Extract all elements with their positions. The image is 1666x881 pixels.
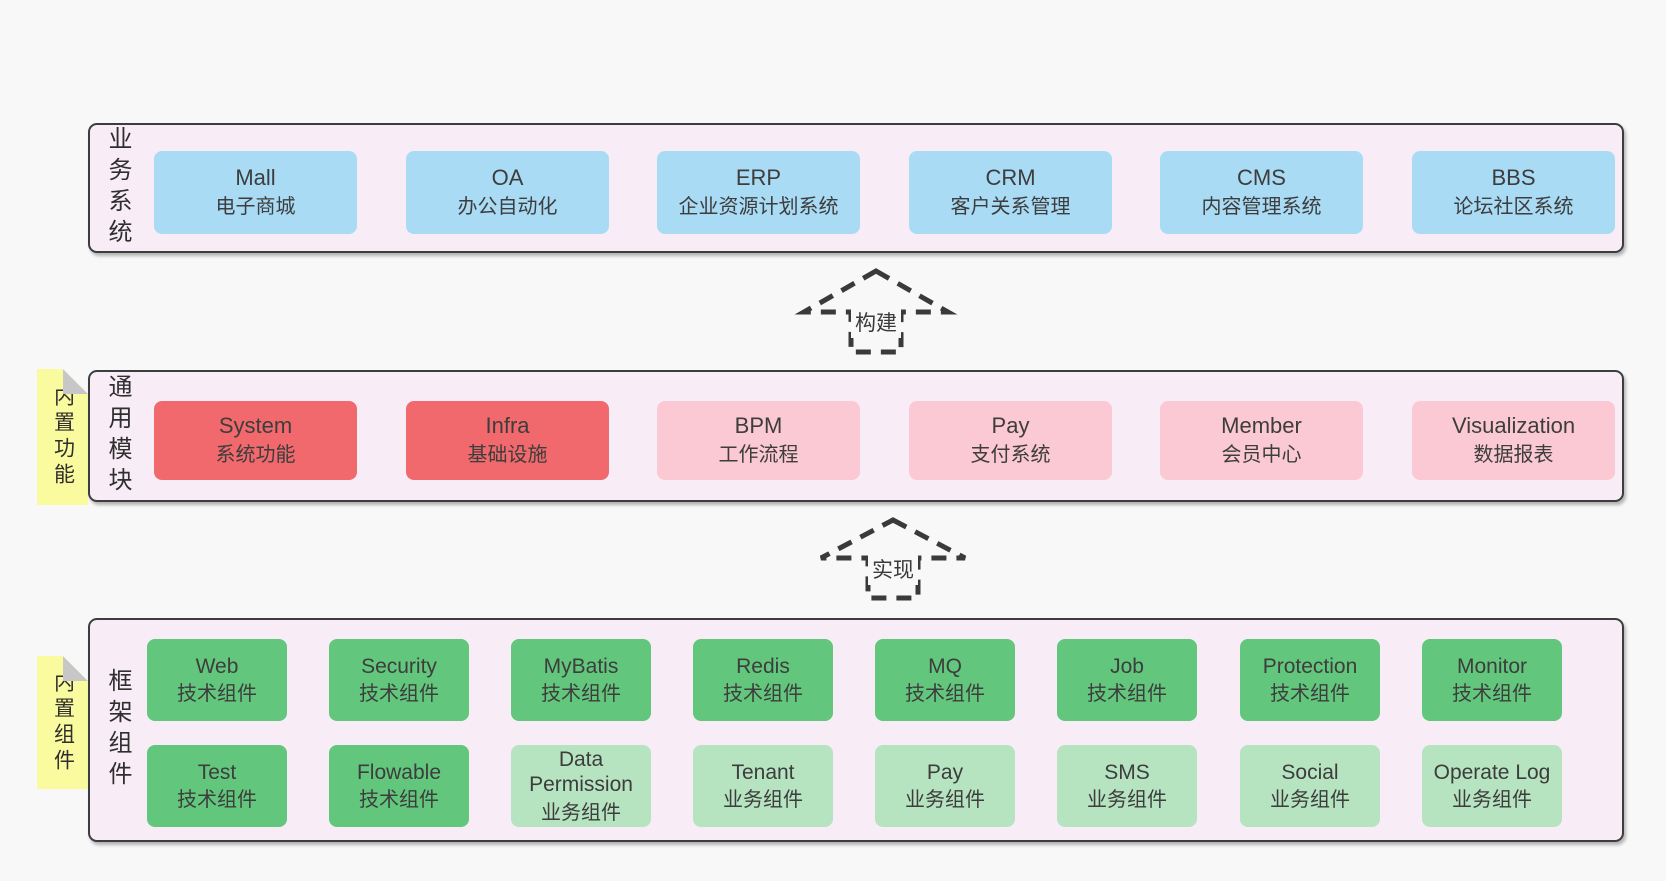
box-member: Member 会员中心: [1160, 401, 1363, 480]
box-protection: Protection 技术组件: [1240, 639, 1380, 721]
box-sms: SMS 业务组件: [1057, 745, 1197, 827]
box-test: Test 技术组件: [147, 745, 287, 827]
box-infra: Infra 基础设施: [406, 401, 609, 480]
sticky-note-built-in-components: 内置组件: [37, 656, 88, 789]
box-mybatis: MyBatis 技术组件: [511, 639, 651, 721]
box-visualization: Visualization 数据报表: [1412, 401, 1615, 480]
folded-corner: [63, 369, 88, 394]
box-pay-business: Pay 业务组件: [875, 745, 1015, 827]
box-security: Security 技术组件: [329, 639, 469, 721]
panel-framework-components: 框架组件 Web 技术组件 Security 技术组件 MyBatis 技术组件…: [88, 618, 1624, 842]
box-erp: ERP 企业资源计划系统: [657, 151, 860, 234]
sticky-note-built-in-features: 内置功能: [37, 369, 88, 505]
box-mall: Mall 电子商城: [154, 151, 357, 234]
build-arrow-label: 构建: [851, 306, 901, 338]
box-oa: OA 办公自动化: [406, 151, 609, 234]
box-monitor: Monitor 技术组件: [1422, 639, 1562, 721]
box-bpm: BPM 工作流程: [657, 401, 860, 480]
box-system: System 系统功能: [154, 401, 357, 480]
box-cms: CMS 内容管理系统: [1160, 151, 1363, 234]
panel-business-systems: 业务系统 Mall 电子商城 OA 办公自动化 ERP 企业资源计划系统 CRM…: [88, 123, 1624, 253]
panel-common-modules: 通用模块 System 系统功能 Infra 基础设施 BPM 工作流程 Pay…: [88, 370, 1624, 502]
folded-corner: [63, 656, 88, 681]
sticky-note-label: 内置功能: [51, 385, 75, 489]
box-social: Social 业务组件: [1240, 745, 1380, 827]
box-data-permission: Data Permission 业务组件: [511, 745, 651, 827]
layer-label: 框架组件: [104, 668, 131, 792]
box-tenant: Tenant 业务组件: [693, 745, 833, 827]
box-redis: Redis 技术组件: [693, 639, 833, 721]
box-web: Web 技术组件: [147, 639, 287, 721]
layer-label: 业务系统: [104, 126, 131, 250]
box-crm: CRM 客户关系管理: [909, 151, 1112, 234]
box-operate-log: Operate Log 业务组件: [1422, 745, 1562, 827]
sticky-note-label: 内置组件: [51, 670, 75, 775]
box-flowable: Flowable 技术组件: [329, 745, 469, 827]
implement-arrow-up-icon: [819, 517, 967, 601]
box-bbs: BBS 论坛社区系统: [1412, 151, 1615, 234]
box-job: Job 技术组件: [1057, 639, 1197, 721]
layer-label: 通用模块: [104, 374, 131, 498]
implement-arrow-label: 实现: [868, 553, 918, 585]
box-pay: Pay 支付系统: [909, 401, 1112, 480]
box-mq: MQ 技术组件: [875, 639, 1015, 721]
